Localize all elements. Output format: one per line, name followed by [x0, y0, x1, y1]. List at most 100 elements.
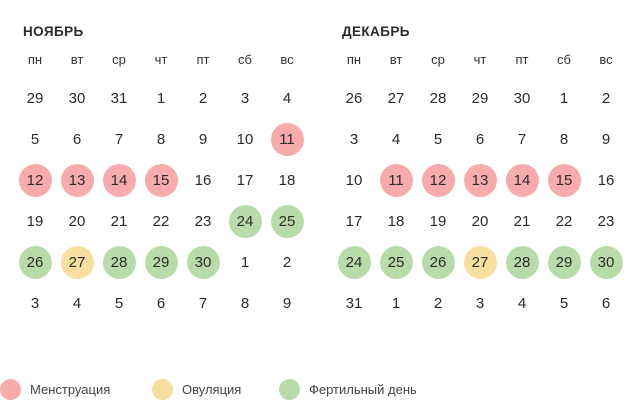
day-cell[interactable]: 8 [543, 119, 585, 160]
day-cell[interactable]: 18 [266, 160, 308, 201]
day-cell[interactable]: 30 [56, 78, 98, 119]
day-cell[interactable]: 10 [333, 160, 375, 201]
day-cell[interactable]: 30 [585, 242, 627, 283]
day-cell[interactable]: 12 [14, 160, 56, 201]
day-cell[interactable]: 9 [266, 283, 308, 324]
day-number: 7 [114, 131, 124, 148]
day-cell[interactable]: 24 [333, 242, 375, 283]
day-cell[interactable]: 28 [417, 78, 459, 119]
day-cell[interactable]: 22 [140, 201, 182, 242]
day-cell[interactable]: 22 [543, 201, 585, 242]
day-cell[interactable]: 29 [543, 242, 585, 283]
day-cell[interactable]: 27 [459, 242, 501, 283]
day-number: 27 [463, 246, 497, 279]
day-cell[interactable]: 8 [224, 283, 266, 324]
day-cell[interactable]: 9 [585, 119, 627, 160]
day-cell[interactable]: 4 [266, 78, 308, 119]
day-cell[interactable]: 14 [98, 160, 140, 201]
ovulation-dot-icon [152, 378, 173, 400]
day-number: 27 [60, 246, 94, 279]
day-number: 24 [337, 246, 371, 279]
day-cell[interactable]: 1 [224, 242, 266, 283]
weekday-label: пн [346, 52, 362, 67]
day-cell[interactable]: 17 [224, 160, 266, 201]
day-cell[interactable]: 30 [501, 78, 543, 119]
day-number: 29 [144, 246, 178, 279]
day-number: 28 [505, 246, 539, 279]
day-cell[interactable]: 23 [585, 201, 627, 242]
day-cell[interactable]: 25 [266, 201, 308, 242]
day-cell[interactable]: 28 [501, 242, 543, 283]
day-cell[interactable]: 1 [375, 283, 417, 324]
day-cell[interactable]: 5 [417, 119, 459, 160]
day-cell[interactable]: 15 [543, 160, 585, 201]
day-cell[interactable]: 14 [501, 160, 543, 201]
day-number: 2 [198, 90, 208, 107]
day-cell[interactable]: 15 [140, 160, 182, 201]
day-cell[interactable]: 29 [14, 78, 56, 119]
day-cell[interactable]: 30 [182, 242, 224, 283]
day-cell[interactable]: 7 [182, 283, 224, 324]
day-cell[interactable]: 24 [224, 201, 266, 242]
day-cell[interactable]: 13 [56, 160, 98, 201]
day-cell[interactable]: 2 [182, 78, 224, 119]
day-cell[interactable]: 21 [98, 201, 140, 242]
day-cell[interactable]: 3 [459, 283, 501, 324]
day-cell[interactable]: 31 [98, 78, 140, 119]
day-number: 5 [433, 131, 443, 148]
day-cell[interactable]: 19 [417, 201, 459, 242]
day-cell[interactable]: 2 [417, 283, 459, 324]
day-number: 3 [240, 90, 250, 107]
day-cell[interactable]: 28 [98, 242, 140, 283]
day-cell[interactable]: 5 [14, 119, 56, 160]
day-cell[interactable]: 16 [182, 160, 224, 201]
day-cell[interactable]: 19 [14, 201, 56, 242]
day-cell[interactable]: 16 [585, 160, 627, 201]
day-cell[interactable]: 6 [585, 283, 627, 324]
day-cell[interactable]: 23 [182, 201, 224, 242]
day-cell[interactable]: 18 [375, 201, 417, 242]
day-cell[interactable]: 12 [417, 160, 459, 201]
day-cell[interactable]: 10 [224, 119, 266, 160]
day-cell[interactable]: 20 [459, 201, 501, 242]
weekday-label: вс [599, 52, 613, 67]
day-cell[interactable]: 26 [417, 242, 459, 283]
day-cell[interactable]: 26 [14, 242, 56, 283]
day-cell[interactable]: 17 [333, 201, 375, 242]
day-cell[interactable]: 2 [266, 242, 308, 283]
day-cell[interactable]: 29 [459, 78, 501, 119]
day-cell[interactable]: 3 [14, 283, 56, 324]
day-cell[interactable]: 26 [333, 78, 375, 119]
day-cell[interactable]: 7 [501, 119, 543, 160]
day-cell[interactable]: 13 [459, 160, 501, 201]
day-cell[interactable]: 31 [333, 283, 375, 324]
day-cell[interactable]: 7 [98, 119, 140, 160]
day-cell[interactable]: 11 [266, 119, 308, 160]
day-cell[interactable]: 3 [333, 119, 375, 160]
day-cell[interactable]: 5 [98, 283, 140, 324]
day-number: 6 [156, 295, 166, 312]
day-cell[interactable]: 4 [375, 119, 417, 160]
day-cell[interactable]: 5 [543, 283, 585, 324]
day-cell[interactable]: 27 [375, 78, 417, 119]
day-cell[interactable]: 4 [501, 283, 543, 324]
day-cell[interactable]: 29 [140, 242, 182, 283]
day-cell[interactable]: 1 [140, 78, 182, 119]
day-cell[interactable]: 25 [375, 242, 417, 283]
day-cell[interactable]: 21 [501, 201, 543, 242]
day-number: 28 [429, 90, 447, 107]
day-cell[interactable]: 9 [182, 119, 224, 160]
day-cell[interactable]: 6 [140, 283, 182, 324]
day-cell[interactable]: 6 [56, 119, 98, 160]
day-cell[interactable]: 6 [459, 119, 501, 160]
day-cell[interactable]: 11 [375, 160, 417, 201]
day-cell[interactable]: 3 [224, 78, 266, 119]
menstruation-dot-icon [0, 378, 21, 400]
day-cell[interactable]: 8 [140, 119, 182, 160]
day-number: 6 [601, 295, 611, 312]
day-cell[interactable]: 20 [56, 201, 98, 242]
day-cell[interactable]: 1 [543, 78, 585, 119]
day-cell[interactable]: 4 [56, 283, 98, 324]
day-cell[interactable]: 27 [56, 242, 98, 283]
day-cell[interactable]: 2 [585, 78, 627, 119]
